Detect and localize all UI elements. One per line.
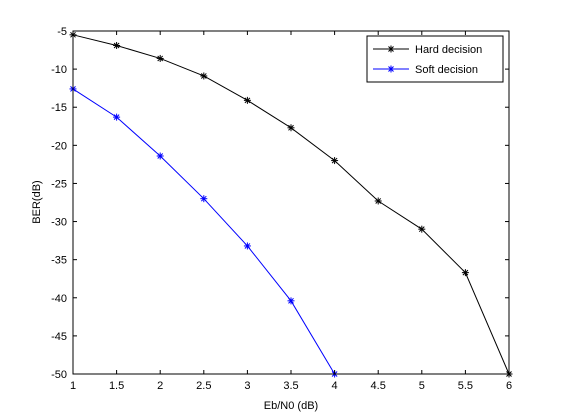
data-point-hard-decision [461,269,469,277]
x-tick-label: 2 [157,380,163,392]
y-tick-label: -45 [51,331,67,343]
y-tick-label: -50 [51,369,67,381]
y-tick-label: -35 [51,255,67,267]
x-tick-label: 2.5 [196,380,211,392]
axis-ticks: 1 1.5 2 2.5 3 3.5 4 4.5 5 5.5 6 -5 -10 -15 -20 -25 -30 -3… [51,26,512,392]
data-point-soft-decision [156,152,164,160]
data-point-hard-decision [243,96,251,104]
x-tick-label: 4.5 [371,380,386,392]
legend-marker-soft-decision [387,65,395,73]
data-point-hard-decision [200,72,208,80]
data-point-hard-decision [156,54,164,62]
legend-box [366,35,504,83]
x-tick-label: 5.5 [458,380,473,392]
x-tick-label: 5 [419,380,425,392]
y-tick-label: -10 [51,64,67,76]
legend-entry-hard-decision: Hard decision [373,44,482,56]
legend-marker-hard-decision [387,45,395,53]
data-point-hard-decision [374,197,382,205]
legend: Hard decision Soft decision [366,35,504,83]
y-tick-label: -20 [51,140,67,152]
data-point-hard-decision [331,157,339,165]
x-tick-label: 1.5 [109,380,124,392]
legend-label-hard-decision: Hard decision [415,44,482,56]
y-tick-label: -25 [51,178,67,190]
x-tick-label: 4 [332,380,338,392]
y-tick-label: -15 [51,102,67,114]
x-tick-label: 3.5 [283,380,298,392]
data-point-soft-decision [200,195,208,203]
data-point-hard-decision [287,124,295,132]
data-point-soft-decision [287,297,295,305]
data-point-soft-decision [113,113,121,121]
x-tick-label: 6 [506,380,512,392]
legend-label-soft-decision: Soft decision [415,64,478,76]
x-tick-label: 3 [244,380,250,392]
y-tick-label: -5 [57,26,67,38]
data-point-hard-decision [113,41,121,49]
data-point-hard-decision [418,225,426,233]
plot-background [73,31,509,374]
y-tick-label: -30 [51,217,67,229]
x-tick-label: 1 [70,380,76,392]
data-point-soft-decision [243,242,251,250]
y-axis-label: BER(dB) [31,180,43,223]
x-axis-label: Eb/N0 (dB) [264,400,318,412]
legend-entry-soft-decision: Soft decision [373,64,478,76]
y-tick-label: -40 [51,293,67,305]
